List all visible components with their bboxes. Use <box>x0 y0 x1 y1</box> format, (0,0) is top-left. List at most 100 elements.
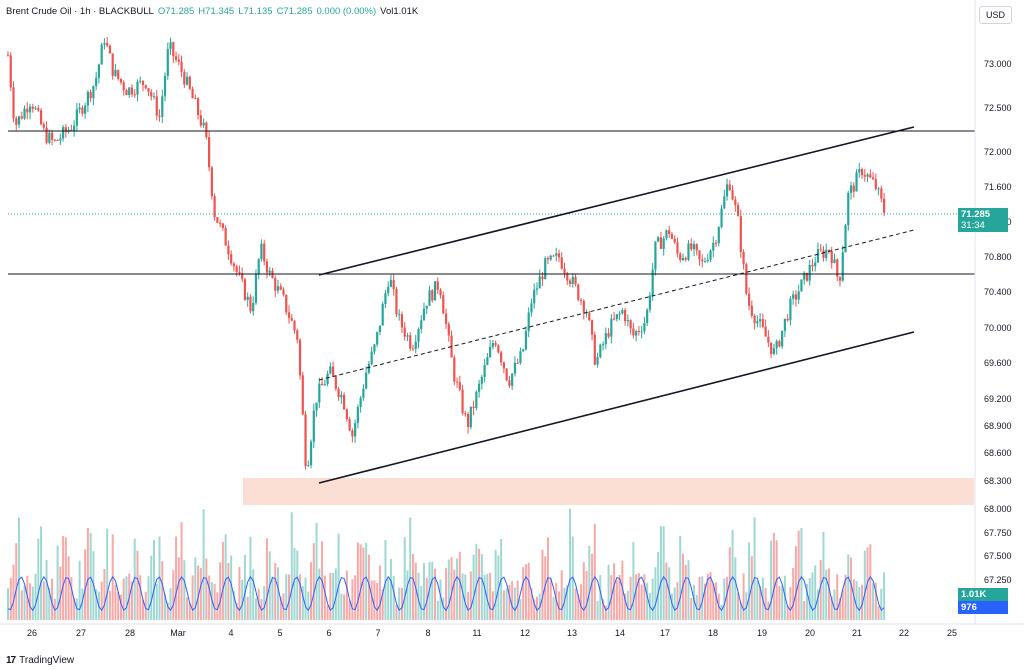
price-tick-label: 73.000 <box>984 59 1012 69</box>
candle-body <box>770 342 773 354</box>
candle-body <box>494 343 497 346</box>
volume-bar <box>125 576 128 620</box>
volume-bar <box>552 597 555 620</box>
candle-body <box>238 271 241 274</box>
candle-body <box>577 284 580 300</box>
volume-bar <box>800 528 803 620</box>
candle-body <box>59 138 62 141</box>
volume-bar <box>704 583 707 620</box>
volume-bar <box>588 545 591 620</box>
candle-body <box>706 259 709 262</box>
volume-bar <box>425 578 428 620</box>
volume-bar <box>139 575 142 620</box>
candle-body <box>293 320 296 331</box>
volume-bar <box>436 600 439 620</box>
time-tick-label: 11 <box>472 628 481 638</box>
candle-body <box>194 98 197 100</box>
tradingview-brand[interactable]: 17 TradingView <box>6 655 74 666</box>
candle-body <box>241 273 244 280</box>
candle-body <box>800 279 803 292</box>
volume-bar <box>657 551 660 620</box>
volume-bar <box>216 592 219 620</box>
volume-bar <box>654 567 657 620</box>
volume-bar <box>417 572 420 620</box>
candle-body <box>73 125 76 131</box>
candle-body <box>12 87 15 119</box>
candle-body <box>491 343 494 347</box>
candle-body <box>814 262 817 267</box>
volume-bar <box>381 589 384 620</box>
volume-bar <box>651 578 654 620</box>
candle-body <box>243 279 247 300</box>
last-price-value: 71.285 <box>961 209 991 220</box>
candle-body <box>695 244 698 251</box>
candle-body <box>183 71 186 85</box>
candle-body <box>789 298 792 321</box>
volume-bar <box>194 557 197 620</box>
volume-bar <box>772 532 775 620</box>
time-tick-label: 27 <box>76 628 86 638</box>
time-tick-label: 13 <box>567 628 577 638</box>
volume-bar <box>334 568 337 620</box>
volume-bar <box>519 599 522 620</box>
volume-bar <box>676 582 679 620</box>
candle-body <box>808 264 811 281</box>
candle-body <box>519 351 522 363</box>
candle-body <box>323 384 326 386</box>
candle-body <box>442 295 445 314</box>
candle-body <box>679 253 682 261</box>
volume-bar <box>15 543 18 620</box>
candle-body <box>409 335 412 349</box>
price-tick-label: 70.800 <box>984 252 1012 262</box>
candle-body <box>792 294 795 299</box>
candle-body <box>629 320 632 329</box>
volume-bar <box>599 575 602 620</box>
candle-body <box>444 313 448 324</box>
candle-body <box>161 96 164 117</box>
candle-body <box>50 132 54 140</box>
candle-body <box>466 413 470 428</box>
volume-bar <box>312 543 315 620</box>
volume-bar <box>265 538 268 620</box>
volume-bar <box>246 596 249 620</box>
candle-body <box>874 179 877 189</box>
volume-bar <box>78 560 81 620</box>
candle-body <box>436 281 439 290</box>
candle-body <box>351 430 354 437</box>
candle-body <box>822 250 825 258</box>
volume-tag: 1.01K <box>958 588 1008 601</box>
currency-button[interactable]: USD <box>978 6 1012 24</box>
candle-body <box>307 465 310 467</box>
volume-bar <box>659 526 662 620</box>
volume-bar <box>827 568 830 620</box>
candle-body <box>89 91 92 99</box>
candle-body <box>130 87 134 95</box>
candle-body <box>199 115 202 126</box>
volume-bar <box>414 562 417 620</box>
volume-bars <box>7 508 886 620</box>
volume-bar <box>557 591 560 620</box>
volume-bar <box>748 542 751 620</box>
volume-bar <box>604 605 607 620</box>
volume-bar <box>122 578 125 620</box>
candle-body <box>811 264 814 267</box>
volume-bar <box>731 529 734 620</box>
candle-body <box>687 243 690 260</box>
time-tick-label: 22 <box>899 628 909 638</box>
volume-bar <box>789 587 792 620</box>
candle-body <box>502 362 505 369</box>
volume-bar <box>177 557 180 620</box>
candle-body <box>500 352 503 363</box>
volume-bar <box>665 562 668 620</box>
candle-body <box>701 259 704 262</box>
candle-body <box>662 238 665 249</box>
candle-body <box>618 313 621 315</box>
time-tick-label: 19 <box>757 628 767 638</box>
candle-body <box>643 322 646 332</box>
candle-body <box>557 253 561 258</box>
volume-bar <box>34 573 37 620</box>
candle-body <box>712 242 715 251</box>
volume-bar <box>855 581 858 620</box>
candle-body <box>155 96 158 116</box>
